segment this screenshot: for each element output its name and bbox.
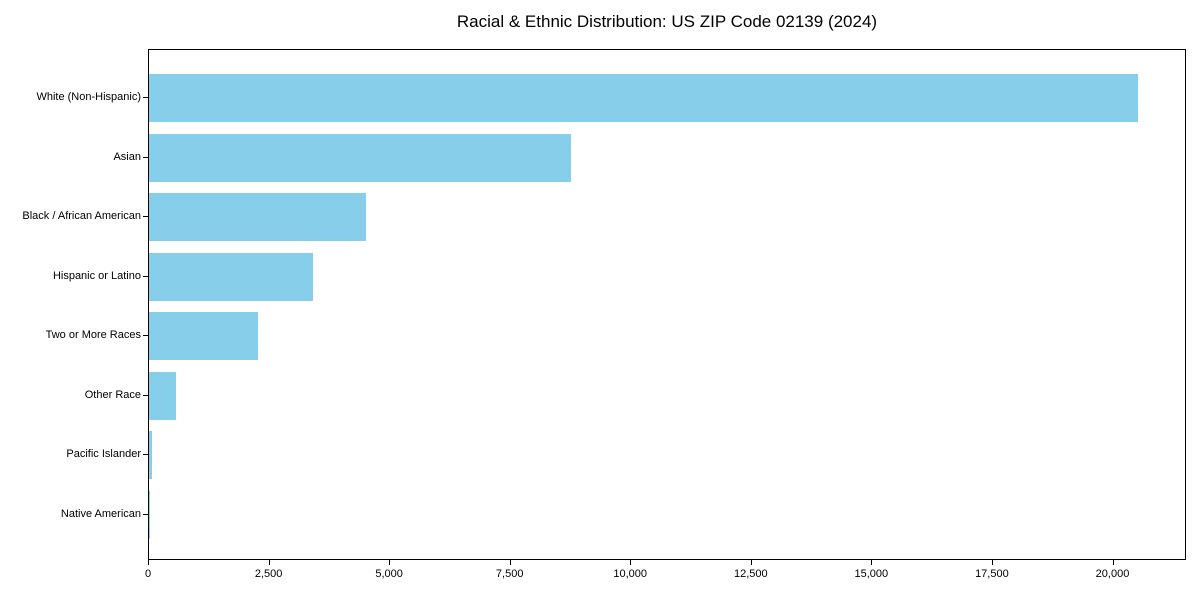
y-axis-label-pacific-islander: Pacific Islander [66,448,141,461]
x-tick-mark-2500 [268,560,270,565]
y-axis-label-two-or-more-races: Two or More Races [45,329,141,342]
bar-black-african-american [149,193,366,242]
x-tick-label-12500: 12,500 [733,568,768,580]
bar-hispanic-or-latino [149,252,313,301]
bar-white-non-hispanic [149,74,1138,122]
x-tick-label-0: 0 [144,568,152,580]
y-tick-mark-other-race [143,394,148,396]
chart-title: Racial & Ethnic Distribution: US ZIP Cod… [456,12,878,31]
y-tick-mark-pacific-islander [143,454,148,456]
x-tick-mark-5000 [389,560,391,565]
x-tick-label-10000: 10,000 [613,568,648,580]
bar-two-or-more-races [149,312,258,361]
x-tick-label-15000: 15,000 [854,568,889,580]
y-axis-label-black-african-american: Black / African American [22,210,141,223]
x-tick-mark-17500 [991,560,993,565]
y-tick-mark-white-non-hispanic [143,97,148,98]
x-tick-mark-20000 [1112,560,1114,565]
bar-asian [149,133,571,182]
x-tick-mark-15000 [871,560,873,565]
bar-other-race [149,371,176,420]
x-tick-label-17500: 17,500 [975,568,1009,580]
x-tick-mark-12500 [750,560,752,565]
y-tick-mark-black-african-american [143,216,148,218]
x-tick-mark-0 [148,560,149,565]
y-axis-label-native-american: Native American [60,508,141,520]
x-tick-label-7500: 7,500 [495,568,524,580]
y-tick-mark-two-or-more-races [143,335,148,337]
x-tick-label-2500: 2,500 [254,568,283,580]
x-tick-mark-7500 [509,560,511,565]
y-axis-label-asian: Asian [113,150,141,163]
plot-area [148,49,1186,560]
y-axis-label-white-non-hispanic: White (Non-Hispanic) [36,91,141,103]
y-axis-label-hispanic-or-latino: Hispanic or Latino [52,269,141,282]
bar-native-american [149,491,150,539]
y-tick-mark-hispanic-or-latino [143,275,148,277]
x-tick-label-5000: 5,000 [375,568,403,580]
x-tick-mark-10000 [630,560,632,565]
x-tick-label-20000: 20,000 [1095,568,1130,580]
y-tick-mark-native-american [143,514,148,515]
y-axis-label-other-race: Other Race [84,388,141,401]
bar-pacific-islander [149,431,152,480]
y-tick-mark-asian [143,156,148,158]
